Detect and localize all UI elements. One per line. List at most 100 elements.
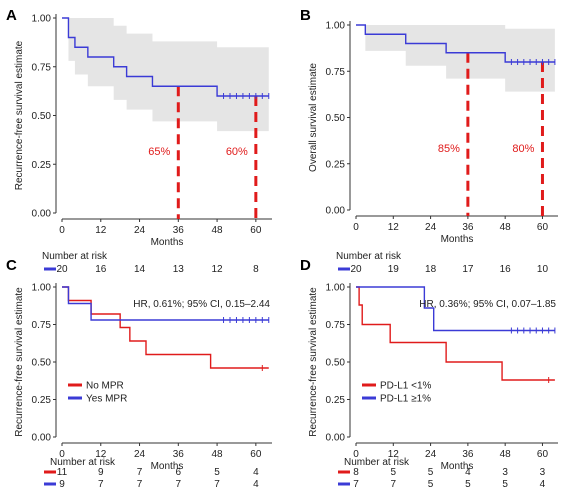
- x-tick-label: 0: [59, 449, 65, 460]
- risk-table-title: Number at risk: [42, 251, 108, 262]
- risk-count: 9: [98, 467, 104, 478]
- risk-table-title: Number at risk: [336, 251, 402, 262]
- risk-count: 5: [214, 467, 220, 478]
- risk-count: 19: [388, 264, 400, 275]
- risk-count: 7: [98, 479, 104, 490]
- annotation-label: 80%: [512, 143, 534, 155]
- x-tick-label: 48: [500, 449, 512, 460]
- y-tick-label: 0.75: [326, 320, 346, 331]
- x-tick-label: 0: [353, 222, 359, 233]
- y-axis-label: Recurrence-free survival estimate: [308, 287, 319, 437]
- risk-count: 5: [428, 467, 434, 478]
- risk-count: 5: [428, 479, 434, 490]
- y-tick-label: 0.00: [326, 433, 346, 444]
- x-tick-label: 24: [425, 449, 437, 460]
- y-tick-label: 0.75: [326, 67, 346, 78]
- annotation-label: 65%: [148, 146, 170, 158]
- panel-d: D0.000.250.500.751.000 12 24 36 48 60MonthsRe…: [300, 251, 558, 490]
- risk-count: 7: [137, 467, 143, 478]
- y-tick-label: 1.00: [32, 14, 52, 25]
- legend-label: PD-L1 <1%: [380, 381, 432, 392]
- survival-curve: [356, 286, 555, 332]
- y-tick-label: 1.00: [326, 283, 346, 294]
- panel-a: A 0.00 0.25 0.50 0.75 1.00 0 12 24 36 48 60 Months Re…: [6, 7, 272, 248]
- risk-count: 5: [502, 479, 508, 490]
- risk-count: 16: [95, 264, 107, 275]
- y-tick-label: 0.00: [326, 206, 346, 217]
- y-axis-label: Recurrence-free survival estimate: [14, 40, 25, 190]
- panel-c: C0.000.250.500.751.000 12 24 36 48 60MonthsRe…: [6, 257, 272, 490]
- x-tick-label: 24: [134, 225, 146, 236]
- panel-letter: C: [6, 257, 17, 274]
- y-tick-label: 0.25: [32, 160, 52, 171]
- risk-count: 7: [391, 479, 397, 490]
- risk-count: 5: [391, 467, 397, 478]
- risk-count: 4: [540, 479, 546, 490]
- survival-curve: [356, 24, 555, 63]
- annotation-label: 85%: [438, 143, 460, 155]
- risk-count: 13: [173, 264, 185, 275]
- y-tick-label: 0.50: [326, 113, 346, 124]
- risk-count: 11: [57, 467, 68, 478]
- confidence-band: [356, 25, 555, 92]
- risk-count: 7: [137, 479, 143, 490]
- x-tick-label: 12: [388, 222, 400, 233]
- risk-count: 7: [353, 479, 359, 490]
- risk-count: 4: [465, 467, 471, 478]
- risk-count: 7: [176, 479, 182, 490]
- y-tick-label: 1.00: [326, 21, 346, 32]
- risk-count: 7: [214, 479, 220, 490]
- risk-count: 18: [425, 264, 437, 275]
- x-tick-label: 36: [173, 449, 185, 460]
- x-tick-label: 0: [353, 449, 359, 460]
- panel-b: B 0.00 0.25 0.50 0.75 1.00 0 12 24 36 48 60 Months Ov…: [300, 7, 558, 245]
- hazard-ratio-text: HR, 0.61%; 95% CI, 0.15–2.44: [133, 299, 270, 310]
- y-tick-label: 0.50: [326, 358, 346, 369]
- x-axis-label: Months: [151, 461, 184, 472]
- risk-count: 4: [253, 479, 259, 490]
- x-axis-label: Months: [441, 461, 474, 472]
- x-tick-label: 12: [95, 225, 107, 236]
- y-tick-label: 1.00: [32, 283, 52, 294]
- risk-count: 20: [350, 264, 362, 275]
- y-tick-label: 0.50: [32, 358, 52, 369]
- y-tick-label: 0.25: [32, 395, 52, 406]
- x-tick-label: 48: [500, 222, 512, 233]
- x-tick-label: 36: [462, 449, 474, 460]
- x-axis-label: Months: [441, 234, 474, 245]
- risk-count: 8: [353, 467, 359, 478]
- risk-count: 14: [134, 264, 146, 275]
- x-tick-label: 48: [212, 225, 224, 236]
- y-tick-label: 0.75: [32, 320, 52, 331]
- risk-count: 10: [537, 264, 549, 275]
- x-tick-label: 12: [95, 449, 107, 460]
- y-axis-label: Recurrence-free survival estimate: [14, 287, 25, 437]
- survival-curve: [62, 17, 269, 97]
- x-tick-label: 12: [388, 449, 400, 460]
- y-tick-label: 0.25: [326, 159, 346, 170]
- risk-count: 5: [465, 479, 471, 490]
- risk-count: 3: [540, 467, 546, 478]
- risk-table-title: Number at risk: [50, 457, 116, 468]
- legend-label: Yes MPR: [86, 394, 127, 405]
- x-tick-label: 36: [173, 225, 185, 236]
- x-tick-label: 60: [250, 225, 262, 236]
- x-tick-label: 60: [537, 449, 549, 460]
- panel-letter: B: [300, 7, 311, 24]
- x-tick-label: 60: [250, 449, 262, 460]
- risk-count: 16: [500, 264, 512, 275]
- x-tick-label: 60: [537, 222, 549, 233]
- risk-count: 12: [212, 264, 224, 275]
- x-tick-label: 24: [134, 449, 146, 460]
- risk-table-title: Number at risk: [344, 457, 410, 468]
- annotation-label: 60%: [226, 146, 248, 158]
- panel-letter: D: [300, 257, 311, 274]
- hazard-ratio-text: HR, 0.36%; 95% CI, 0.07–1.85: [419, 299, 556, 310]
- y-axis-label: Overall survival estimate: [308, 63, 319, 172]
- legend-label: PD-L1 ≥1%: [380, 394, 431, 405]
- panel-letter: A: [6, 7, 17, 24]
- confidence-band: [62, 18, 269, 132]
- survival-curve: [356, 286, 555, 381]
- panel-c-top-risk: Number at risk 20 16 14 13 12 8: [42, 251, 259, 275]
